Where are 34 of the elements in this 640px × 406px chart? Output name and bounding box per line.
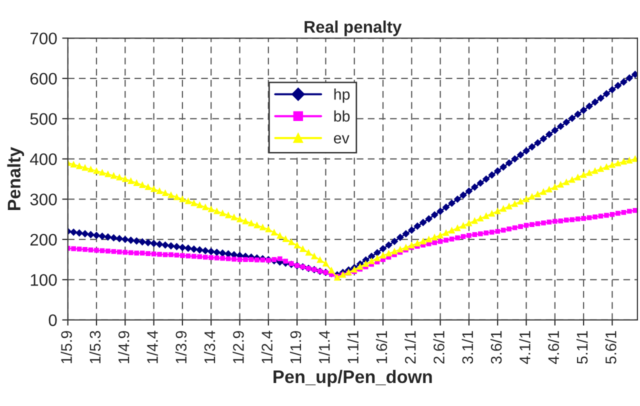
x-tick-label: 1/5.9 [60,331,72,364]
x-tick-label: 1/2.4 [261,330,273,364]
y-tick-label: 200 [30,234,57,246]
y-axis-title: Penalty [7,147,24,210]
x-tick-label: 5.1/1 [576,331,588,364]
y-tick-label: 0 [48,314,57,326]
x-tick-label: 1/4.9 [118,331,130,364]
y-tick-label: 100 [30,274,57,286]
chart-title: Real penalty [304,20,402,36]
y-tick-label: 300 [30,194,57,206]
x-tick-label: 3.6/1 [490,331,502,364]
x-tick-label: 1/4.4 [146,330,158,364]
x-tick-label: 5.6/1 [605,331,616,364]
x-tick-label: 4.6/1 [548,331,560,364]
x-tick-label: 1/5.3 [89,331,101,364]
y-tick-label: 600 [30,72,57,85]
x-tick-label: 4.1/1 [519,331,530,364]
y-tick-label: 700 [30,32,57,44]
x-tick-label: 1.6/1 [376,331,388,364]
x-axis-title: Pen_up/Pen_down [274,370,432,387]
x-tick-label: 1/1.4 [318,330,330,364]
y-tick-label: 400 [30,153,57,166]
legend-label: ev [334,135,350,144]
legend-label: hp [334,88,350,103]
x-tick-label: 1.1/1 [347,331,358,364]
x-tick-label: 1/1.9 [290,331,302,364]
x-tick-label: 3.1/1 [462,331,474,364]
x-tick-label: 2.6/1 [433,331,444,364]
y-tick-label: 500 [30,113,57,125]
x-tick-label: 1/2.9 [232,331,244,364]
x-tick-label: 1/3.9 [175,331,187,364]
legend-label: bb [334,110,350,122]
x-tick-label: 2.1/1 [404,331,416,364]
x-tick-label: 1/3.4 [204,330,216,364]
